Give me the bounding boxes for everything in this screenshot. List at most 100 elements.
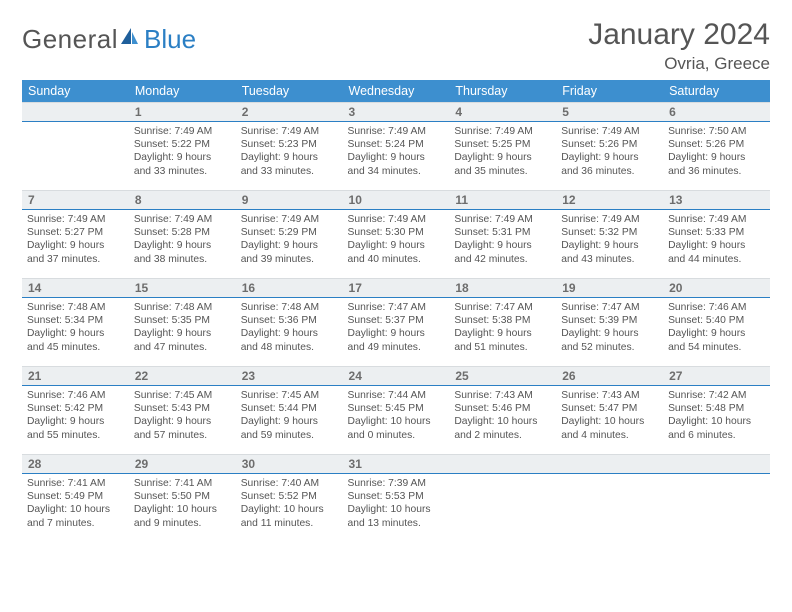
calendar-cell: 1Sunrise: 7:49 AMSunset: 5:22 PMDaylight… (129, 102, 236, 190)
sunrise-text: Sunrise: 7:45 AM (241, 389, 338, 402)
sunrise-text: Sunrise: 7:49 AM (134, 213, 231, 226)
daylight-text: Daylight: 9 hours and 33 minutes. (134, 151, 231, 177)
sunset-text: Sunset: 5:52 PM (241, 490, 338, 503)
day-number: 26 (556, 366, 663, 386)
sunset-text: Sunset: 5:39 PM (561, 314, 658, 327)
brand-logo: General Blue (22, 18, 196, 55)
daylight-text: Daylight: 9 hours and 59 minutes. (241, 415, 338, 441)
sunset-text: Sunset: 5:32 PM (561, 226, 658, 239)
calendar-cell (556, 454, 663, 542)
sunset-text: Sunset: 5:25 PM (454, 138, 551, 151)
daylight-text: Daylight: 9 hours and 36 minutes. (668, 151, 765, 177)
calendar-cell: 13Sunrise: 7:49 AMSunset: 5:33 PMDayligh… (663, 190, 770, 278)
sunrise-text: Sunrise: 7:47 AM (561, 301, 658, 314)
day-number: 14 (22, 278, 129, 298)
day-number: 30 (236, 454, 343, 474)
daylight-text: Daylight: 9 hours and 34 minutes. (348, 151, 445, 177)
location-label: Ovria, Greece (588, 54, 770, 74)
daylight-text: Daylight: 9 hours and 52 minutes. (561, 327, 658, 353)
calendar-row: 1Sunrise: 7:49 AMSunset: 5:22 PMDaylight… (22, 102, 770, 190)
weekday-header: Saturday (663, 80, 770, 102)
daylight-text: Daylight: 9 hours and 36 minutes. (561, 151, 658, 177)
calendar-cell: 3Sunrise: 7:49 AMSunset: 5:24 PMDaylight… (343, 102, 450, 190)
day-details: Sunrise: 7:49 AMSunset: 5:31 PMDaylight:… (449, 210, 556, 268)
calendar-cell: 24Sunrise: 7:44 AMSunset: 5:45 PMDayligh… (343, 366, 450, 454)
sunrise-text: Sunrise: 7:49 AM (348, 213, 445, 226)
day-details: Sunrise: 7:40 AMSunset: 5:52 PMDaylight:… (236, 474, 343, 532)
day-details: Sunrise: 7:41 AMSunset: 5:49 PMDaylight:… (22, 474, 129, 532)
sunrise-text: Sunrise: 7:40 AM (241, 477, 338, 490)
daylight-text: Daylight: 9 hours and 33 minutes. (241, 151, 338, 177)
sunset-text: Sunset: 5:38 PM (454, 314, 551, 327)
sunset-text: Sunset: 5:48 PM (668, 402, 765, 415)
day-number: 18 (449, 278, 556, 298)
day-details: Sunrise: 7:43 AMSunset: 5:47 PMDaylight:… (556, 386, 663, 444)
day-number (663, 454, 770, 474)
calendar-cell: 12Sunrise: 7:49 AMSunset: 5:32 PMDayligh… (556, 190, 663, 278)
page-header: General Blue January 2024 Ovria, Greece (22, 18, 770, 74)
day-number: 11 (449, 190, 556, 210)
calendar-cell: 2Sunrise: 7:49 AMSunset: 5:23 PMDaylight… (236, 102, 343, 190)
calendar-cell: 18Sunrise: 7:47 AMSunset: 5:38 PMDayligh… (449, 278, 556, 366)
day-details: Sunrise: 7:47 AMSunset: 5:39 PMDaylight:… (556, 298, 663, 356)
daylight-text: Daylight: 10 hours and 2 minutes. (454, 415, 551, 441)
sunset-text: Sunset: 5:26 PM (668, 138, 765, 151)
sunset-text: Sunset: 5:27 PM (27, 226, 124, 239)
daylight-text: Daylight: 10 hours and 6 minutes. (668, 415, 765, 441)
sunrise-text: Sunrise: 7:48 AM (27, 301, 124, 314)
sunset-text: Sunset: 5:53 PM (348, 490, 445, 503)
day-details: Sunrise: 7:39 AMSunset: 5:53 PMDaylight:… (343, 474, 450, 532)
day-number: 9 (236, 190, 343, 210)
sunrise-text: Sunrise: 7:47 AM (348, 301, 445, 314)
calendar-cell: 11Sunrise: 7:49 AMSunset: 5:31 PMDayligh… (449, 190, 556, 278)
daylight-text: Daylight: 9 hours and 51 minutes. (454, 327, 551, 353)
calendar-row: 21Sunrise: 7:46 AMSunset: 5:42 PMDayligh… (22, 366, 770, 454)
day-details: Sunrise: 7:49 AMSunset: 5:26 PMDaylight:… (556, 122, 663, 180)
weekday-header: Thursday (449, 80, 556, 102)
sunrise-text: Sunrise: 7:41 AM (134, 477, 231, 490)
day-details: Sunrise: 7:42 AMSunset: 5:48 PMDaylight:… (663, 386, 770, 444)
calendar-cell: 14Sunrise: 7:48 AMSunset: 5:34 PMDayligh… (22, 278, 129, 366)
daylight-text: Daylight: 9 hours and 43 minutes. (561, 239, 658, 265)
sunrise-text: Sunrise: 7:49 AM (454, 125, 551, 138)
day-number: 13 (663, 190, 770, 210)
day-number: 3 (343, 102, 450, 122)
day-number: 5 (556, 102, 663, 122)
sunrise-text: Sunrise: 7:49 AM (27, 213, 124, 226)
sunset-text: Sunset: 5:36 PM (241, 314, 338, 327)
sunset-text: Sunset: 5:34 PM (27, 314, 124, 327)
daylight-text: Daylight: 9 hours and 48 minutes. (241, 327, 338, 353)
sunrise-text: Sunrise: 7:46 AM (27, 389, 124, 402)
day-number: 17 (343, 278, 450, 298)
day-number (449, 454, 556, 474)
sunset-text: Sunset: 5:44 PM (241, 402, 338, 415)
sunrise-text: Sunrise: 7:48 AM (241, 301, 338, 314)
calendar-cell: 30Sunrise: 7:40 AMSunset: 5:52 PMDayligh… (236, 454, 343, 542)
day-number: 15 (129, 278, 236, 298)
brand-part1: General (22, 24, 118, 55)
sunrise-text: Sunrise: 7:49 AM (561, 213, 658, 226)
sunrise-text: Sunrise: 7:43 AM (561, 389, 658, 402)
daylight-text: Daylight: 9 hours and 37 minutes. (27, 239, 124, 265)
weekday-header: Monday (129, 80, 236, 102)
day-number: 7 (22, 190, 129, 210)
day-number: 24 (343, 366, 450, 386)
calendar-cell: 5Sunrise: 7:49 AMSunset: 5:26 PMDaylight… (556, 102, 663, 190)
sunset-text: Sunset: 5:30 PM (348, 226, 445, 239)
sunrise-text: Sunrise: 7:49 AM (348, 125, 445, 138)
sunrise-text: Sunrise: 7:49 AM (454, 213, 551, 226)
daylight-text: Daylight: 10 hours and 9 minutes. (134, 503, 231, 529)
calendar-cell: 31Sunrise: 7:39 AMSunset: 5:53 PMDayligh… (343, 454, 450, 542)
day-details: Sunrise: 7:45 AMSunset: 5:44 PMDaylight:… (236, 386, 343, 444)
sunset-text: Sunset: 5:37 PM (348, 314, 445, 327)
calendar-cell: 8Sunrise: 7:49 AMSunset: 5:28 PMDaylight… (129, 190, 236, 278)
calendar-cell: 4Sunrise: 7:49 AMSunset: 5:25 PMDaylight… (449, 102, 556, 190)
day-number: 20 (663, 278, 770, 298)
day-details: Sunrise: 7:48 AMSunset: 5:35 PMDaylight:… (129, 298, 236, 356)
daylight-text: Daylight: 10 hours and 4 minutes. (561, 415, 658, 441)
sunrise-text: Sunrise: 7:49 AM (241, 125, 338, 138)
sunset-text: Sunset: 5:45 PM (348, 402, 445, 415)
calendar-body: 1Sunrise: 7:49 AMSunset: 5:22 PMDaylight… (22, 102, 770, 542)
day-details: Sunrise: 7:49 AMSunset: 5:22 PMDaylight:… (129, 122, 236, 180)
calendar-cell: 21Sunrise: 7:46 AMSunset: 5:42 PMDayligh… (22, 366, 129, 454)
